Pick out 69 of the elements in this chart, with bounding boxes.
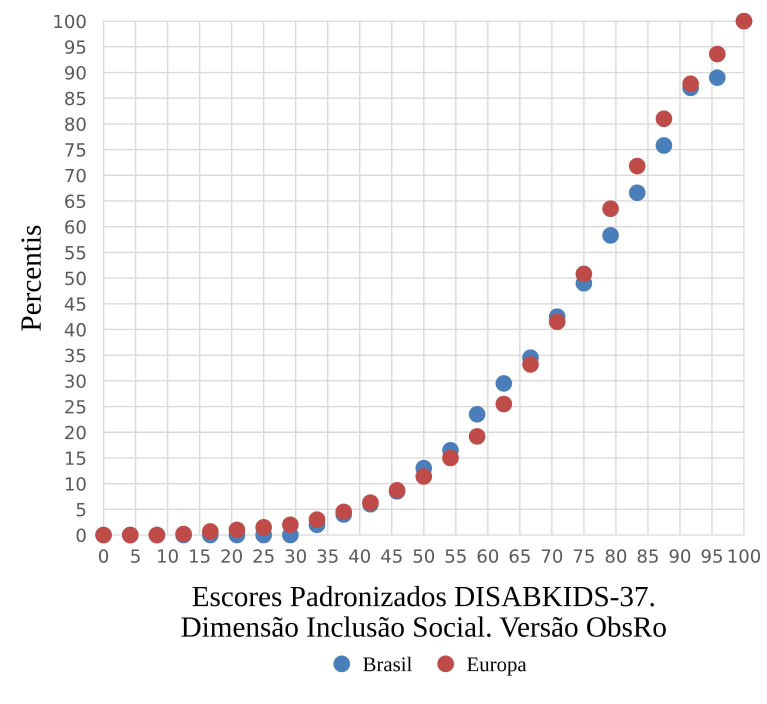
x-tick-label: 10 [158, 549, 178, 563]
y-tick-label: 40 [64, 322, 86, 337]
x-tick-label: 60 [478, 549, 498, 563]
y-tick-label: 5 [76, 503, 86, 516]
point [496, 375, 512, 392]
y-tick-label: 0 [76, 528, 86, 542]
point [228, 522, 246, 538]
y-tick-label: 20 [65, 426, 86, 440]
y-tick-label: 85 [65, 92, 86, 106]
y-tick-label: 65 [65, 194, 86, 208]
x-tick-label: 35 [318, 549, 338, 563]
point [656, 110, 672, 128]
y-tick-label: 50 [65, 272, 86, 286]
point [602, 227, 619, 244]
point [628, 158, 646, 174]
point [468, 406, 486, 423]
point [308, 511, 326, 528]
x-tick-label: 30 [286, 549, 306, 563]
x-tick-label: 40 [349, 549, 370, 563]
point [682, 76, 699, 92]
y-tick-label: 95 [65, 40, 86, 54]
point [548, 313, 566, 330]
point [442, 450, 459, 466]
x-tick-label: 90 [670, 549, 690, 563]
x-tick-label: 70 [542, 549, 562, 563]
point [602, 200, 619, 218]
point [496, 396, 512, 412]
legend-label: Europa [467, 658, 526, 676]
x-tick-label: 55 [446, 549, 466, 563]
y-tick-label: 30 [65, 374, 86, 388]
y-tick-label: 100 [54, 14, 86, 28]
x-tick-label: 20 [221, 549, 242, 563]
x-tick-label: 80 [606, 549, 626, 563]
y-axis-title: Percentis [21, 226, 41, 331]
legend-label: Brasil [363, 656, 412, 672]
point [576, 266, 592, 282]
x-tick-label: 5 [131, 549, 140, 563]
point [202, 523, 219, 540]
y-tick-label: 10 [66, 477, 86, 491]
x-tick-label: 0 [98, 549, 108, 563]
x-tick-label: 45 [381, 549, 402, 563]
x-tick-label: 75 [574, 549, 594, 563]
point [255, 519, 272, 536]
point [628, 184, 646, 202]
point [708, 69, 726, 86]
x-tick-label: 95 [702, 549, 722, 563]
x-tick-label: 85 [638, 549, 658, 563]
x-tick-label: 65 [510, 549, 530, 563]
y-tick-label: 55 [65, 246, 86, 260]
x-tick-label: 25 [253, 549, 274, 563]
point [522, 356, 539, 373]
point [656, 137, 672, 154]
y-tick-label: 80 [65, 117, 86, 132]
y-tick-label: 15 [66, 452, 86, 466]
x-tick-label: 15 [190, 549, 210, 563]
point [468, 428, 486, 445]
y-tick-label: 25 [65, 400, 86, 414]
x-tick-label: 100 [728, 549, 760, 563]
point [282, 516, 299, 534]
y-tick-label: 75 [65, 143, 86, 157]
x-axis-title: Escores Padronizados DISABKIDS-37. Dimensão Inclusão Social. Versão ObsRo [181, 586, 666, 638]
y-tick-label: 70 [65, 168, 86, 182]
y-tick-label: 45 [64, 297, 86, 311]
y-tick-label: 90 [65, 66, 86, 80]
x-tick-label: 50 [414, 549, 434, 563]
point [708, 46, 726, 62]
point [415, 468, 432, 485]
y-tick-label: 35 [65, 348, 86, 362]
y-tick-label: 60 [65, 220, 86, 234]
